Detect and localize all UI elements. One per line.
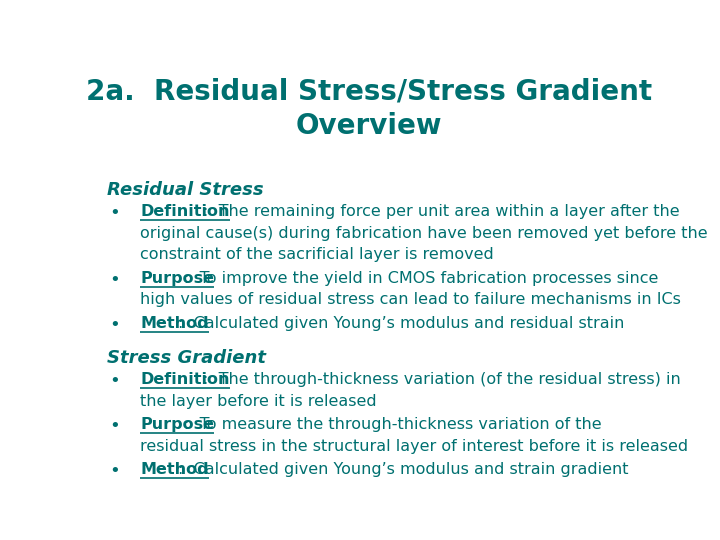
Text: 2a.  Residual Stress/Stress Gradient
Overview: 2a. Residual Stress/Stress Gradient Over… (86, 77, 652, 140)
Text: original cause(s) during fabrication have been removed yet before the: original cause(s) during fabrication hav… (140, 226, 708, 241)
Text: :  To measure the through-thickness variation of the: : To measure the through-thickness varia… (184, 417, 602, 432)
Text: •: • (109, 315, 120, 334)
Text: Method: Method (140, 462, 209, 477)
Text: •: • (109, 271, 120, 288)
Text: residual stress in the structural layer of interest before it is released: residual stress in the structural layer … (140, 438, 688, 454)
Text: Stress Gradient: Stress Gradient (107, 349, 266, 367)
Text: •: • (109, 462, 120, 480)
Text: Definition: Definition (140, 372, 230, 387)
Text: Purpose: Purpose (140, 417, 215, 432)
Text: :  Calculated given Young’s modulus and strain gradient: : Calculated given Young’s modulus and s… (178, 462, 629, 477)
Text: :  Calculated given Young’s modulus and residual strain: : Calculated given Young’s modulus and r… (178, 315, 624, 330)
Text: Definition: Definition (140, 204, 230, 219)
Text: Purpose: Purpose (140, 271, 215, 286)
Text: •: • (109, 204, 120, 222)
Text: •: • (109, 372, 120, 390)
Text: Residual Stress: Residual Stress (107, 181, 264, 199)
Text: :  To improve the yield in CMOS fabrication processes since: : To improve the yield in CMOS fabricati… (184, 271, 658, 286)
Text: :  The through-thickness variation (of the residual stress) in: : The through-thickness variation (of th… (203, 372, 680, 387)
Text: the layer before it is released: the layer before it is released (140, 394, 377, 409)
Text: constraint of the sacrificial layer is removed: constraint of the sacrificial layer is r… (140, 247, 494, 262)
Text: •: • (109, 417, 120, 435)
Text: Method: Method (140, 315, 209, 330)
Text: :  The remaining force per unit area within a layer after the: : The remaining force per unit area with… (203, 204, 680, 219)
Text: high values of residual stress can lead to failure mechanisms in ICs: high values of residual stress can lead … (140, 292, 681, 307)
